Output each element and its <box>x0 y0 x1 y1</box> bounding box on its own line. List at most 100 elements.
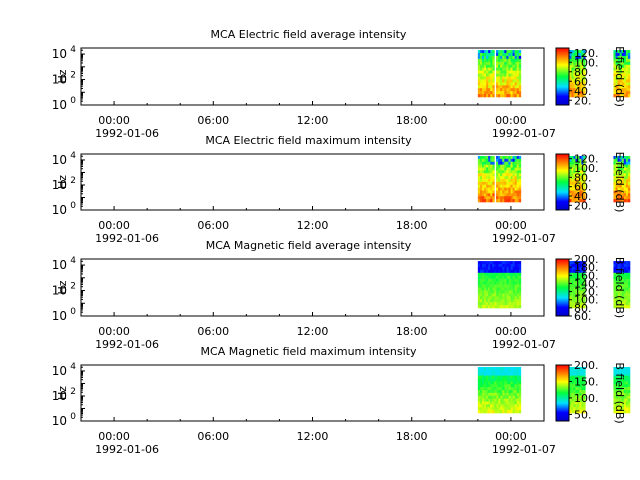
data-cell <box>575 196 578 200</box>
data-cell <box>581 88 584 92</box>
data-cell <box>518 290 522 294</box>
data-cell <box>518 187 522 191</box>
data-cell <box>569 64 572 68</box>
data-cell <box>486 264 489 268</box>
data-cell <box>479 187 483 191</box>
data-cell <box>490 55 493 60</box>
y-tick-exponent: 0 <box>70 96 76 106</box>
data-cell <box>490 79 493 83</box>
data-cell <box>617 266 620 271</box>
data-cell <box>613 70 616 74</box>
data-cell <box>569 53 572 57</box>
data-cell <box>484 296 487 300</box>
data-cell <box>583 167 586 171</box>
x-tick-label: 00:00 <box>495 114 527 127</box>
data-cell <box>518 61 522 66</box>
data-cell <box>581 184 584 188</box>
data-cell <box>486 181 489 186</box>
data-cell <box>496 88 499 92</box>
data-cell <box>581 178 584 183</box>
data-cell <box>508 58 511 63</box>
data-cell <box>504 85 507 89</box>
data-cell <box>502 178 505 183</box>
data-cell <box>492 187 495 191</box>
data-cell <box>516 161 520 165</box>
data-cell <box>477 299 481 303</box>
y-tick-exponent: 2 <box>70 176 76 186</box>
data-cell <box>502 73 505 77</box>
data-cell <box>492 88 495 92</box>
data-cell <box>617 290 620 294</box>
data-cell <box>615 181 618 186</box>
data-cell <box>617 184 620 188</box>
data-cell <box>512 55 515 60</box>
data-cell <box>479 272 483 277</box>
y-axis-label: Hz <box>56 69 69 83</box>
data-cell <box>569 275 572 279</box>
data-cell <box>510 275 513 279</box>
data-cell <box>516 266 520 271</box>
data-cell <box>518 53 522 57</box>
data-cell <box>571 170 574 174</box>
data-cell <box>500 178 503 183</box>
data-cell <box>619 67 623 71</box>
data-cell <box>619 305 623 309</box>
data-cell <box>477 67 481 71</box>
data-cell <box>579 70 582 74</box>
data-cell <box>512 61 515 66</box>
data-cell <box>486 287 489 291</box>
data-cell <box>486 155 489 160</box>
data-cell <box>575 266 578 271</box>
data-cell <box>484 302 487 306</box>
data-cell <box>477 55 481 60</box>
data-cell <box>613 293 616 297</box>
data-cell <box>619 50 623 54</box>
data-cell <box>477 275 481 279</box>
data-cell <box>508 190 511 194</box>
data-cell <box>518 55 522 60</box>
data-cell <box>571 187 574 191</box>
data-cell <box>492 79 495 83</box>
x-tick-label: 06:00 <box>197 219 229 232</box>
data-cell <box>621 190 625 194</box>
data-cell <box>617 173 620 177</box>
panel-title: MCA Electric field average intensity <box>211 28 407 41</box>
data-cell <box>494 281 497 285</box>
data-cell <box>627 70 631 74</box>
data-cell <box>625 264 629 268</box>
data-cell <box>621 61 625 66</box>
data-cell <box>577 85 580 89</box>
data-cell <box>625 64 629 68</box>
data-cell <box>579 196 582 200</box>
data-cell <box>481 272 485 277</box>
data-cell <box>617 82 620 86</box>
data-cell <box>486 53 489 57</box>
axes-frame <box>80 47 545 106</box>
data-cell <box>492 305 495 309</box>
data-cell <box>504 53 507 57</box>
data-cell <box>484 293 487 297</box>
data-cell <box>508 184 511 188</box>
data-cell <box>484 53 487 57</box>
data-cell <box>498 269 501 274</box>
data-cell <box>504 161 507 165</box>
data-cell <box>575 76 578 80</box>
data-cell <box>490 272 493 277</box>
data-cell <box>494 299 497 303</box>
data-cell <box>500 261 503 265</box>
data-cell <box>484 158 487 163</box>
spectrogram-data <box>477 50 631 98</box>
data-cell <box>623 305 627 309</box>
data-cell <box>569 181 572 186</box>
data-cell <box>583 64 586 68</box>
data-cell <box>486 55 489 60</box>
data-cell <box>486 305 489 309</box>
data-cell <box>506 281 509 285</box>
data-cell <box>516 67 520 71</box>
data-cell <box>496 73 499 77</box>
data-cell <box>577 196 580 200</box>
data-cell <box>512 158 515 163</box>
data-cell <box>490 85 493 89</box>
data-cell <box>500 299 503 303</box>
data-cell <box>506 67 509 71</box>
